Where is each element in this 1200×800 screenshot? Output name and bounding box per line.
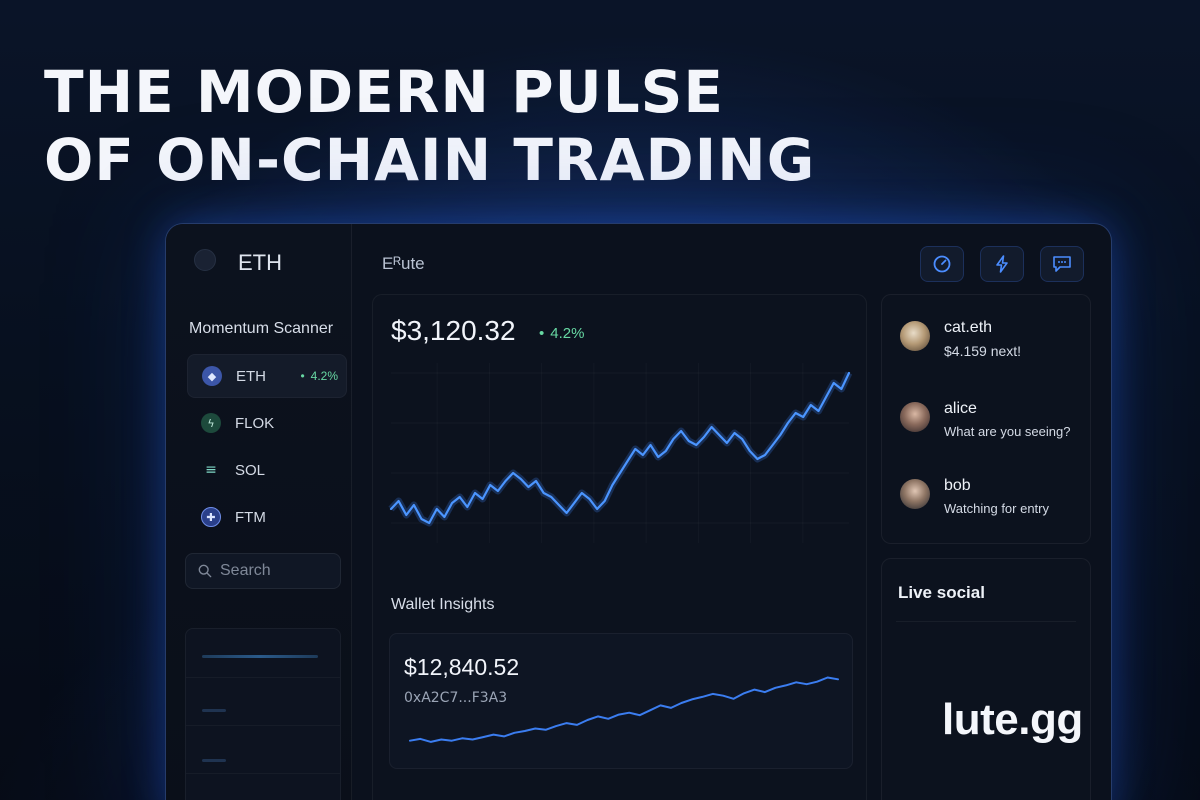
mini-list-panel xyxy=(185,628,341,800)
lightning-icon xyxy=(996,255,1008,273)
wallet-value: $12,840.52 xyxy=(404,654,520,680)
live-social-card: Live social lute.gg xyxy=(881,558,1091,800)
momentum-scanner-title: Momentum Scanner xyxy=(189,320,334,337)
gauge-button[interactable] xyxy=(920,246,964,282)
chat-card: cat.eth $4.159 next! alice What are you … xyxy=(881,294,1091,544)
chat-text: $4.159 next! xyxy=(944,343,1022,359)
chat-text: Watching for entry xyxy=(944,501,1050,516)
mini-placeholder-bar xyxy=(202,709,226,712)
series-line xyxy=(389,371,851,525)
series-glow xyxy=(388,371,853,527)
lightning-button[interactable] xyxy=(980,246,1024,282)
coin-item-flok[interactable]: ϟ FLOK xyxy=(187,401,347,445)
brand-dot-icon xyxy=(194,249,216,271)
coin-change: 4.2% xyxy=(300,369,338,383)
eth-icon: ◆ xyxy=(202,366,222,386)
topbar-label: Eᴿute xyxy=(382,254,425,273)
brand-logo-text: lute.gg xyxy=(942,695,1083,744)
mini-sparkline xyxy=(202,655,318,658)
wallet-insights-title: Wallet Insights xyxy=(391,596,495,613)
mini-row-divider xyxy=(186,677,340,678)
wallet-card: $12,840.52 0xA2C7...F3A3 xyxy=(389,633,853,769)
series-line xyxy=(409,676,839,743)
gauge-icon xyxy=(933,255,951,273)
wallet-chart xyxy=(409,676,839,743)
coin-item-eth[interactable]: ◆ ETH 4.2% xyxy=(187,354,347,398)
coin-label: FLOK xyxy=(235,414,275,432)
chat-username: alice xyxy=(944,400,977,417)
hero-line-1: THE MODERN PULSE xyxy=(44,58,725,126)
coin-item-ftm[interactable]: ✚ FTM xyxy=(187,495,347,539)
app-window: ETH Momentum Scanner ◆ ETH 4.2% ϟ FLOK ≡… xyxy=(165,223,1112,800)
wallet-address: 0xA2C7...F3A3 xyxy=(404,690,508,706)
hero-line-2: OF ON-CHAIN TRADING xyxy=(44,126,816,194)
chat-message[interactable]: cat.eth $4.159 next! xyxy=(900,319,1021,359)
coin-label: FTM xyxy=(235,508,266,526)
search-input[interactable]: Search xyxy=(185,553,341,589)
chat-username: bob xyxy=(944,477,971,494)
avatar xyxy=(900,321,930,351)
live-social-title: Live social xyxy=(898,583,985,602)
ftm-icon: ✚ xyxy=(201,507,221,527)
price-chart xyxy=(388,371,853,527)
chat-message[interactable]: bob Watching for entry xyxy=(900,477,1049,516)
sidebar-title: ETH xyxy=(238,250,282,275)
chat-username: cat.eth xyxy=(944,319,993,336)
social-divider xyxy=(896,621,1076,622)
mini-placeholder-bar xyxy=(202,759,226,762)
chat-text: What are you seeing? xyxy=(944,424,1071,439)
coin-item-sol[interactable]: ≡ SOL xyxy=(187,448,347,492)
hero-headline: THE MODERN PULSE OF ON-CHAIN TRADING xyxy=(44,58,815,194)
search-placeholder: Search xyxy=(220,562,271,579)
flok-icon: ϟ xyxy=(201,413,221,433)
coin-list: ◆ ETH 4.2% ϟ FLOK ≡ SOL ✚ FTM xyxy=(187,354,347,542)
mini-row-divider xyxy=(186,773,340,774)
sol-icon: ≡ xyxy=(205,462,217,478)
chat-message[interactable]: alice What are you seeing? xyxy=(900,400,1070,439)
coin-label: ETH xyxy=(236,367,266,385)
price-card: $3,120.32 4.2% Wallet Insights $12,840.5… xyxy=(372,294,867,800)
price-value: $3,120.32 xyxy=(391,315,516,346)
chat-button[interactable] xyxy=(1040,246,1084,282)
mini-row-divider xyxy=(186,725,340,726)
search-icon xyxy=(198,564,212,578)
price-change: 4.2% xyxy=(539,325,584,342)
sidebar: ETH Momentum Scanner ◆ ETH 4.2% ϟ FLOK ≡… xyxy=(166,224,352,800)
coin-label: SOL xyxy=(235,461,266,479)
avatar xyxy=(900,402,930,432)
chat-icon xyxy=(1053,256,1071,272)
avatar xyxy=(900,479,930,509)
